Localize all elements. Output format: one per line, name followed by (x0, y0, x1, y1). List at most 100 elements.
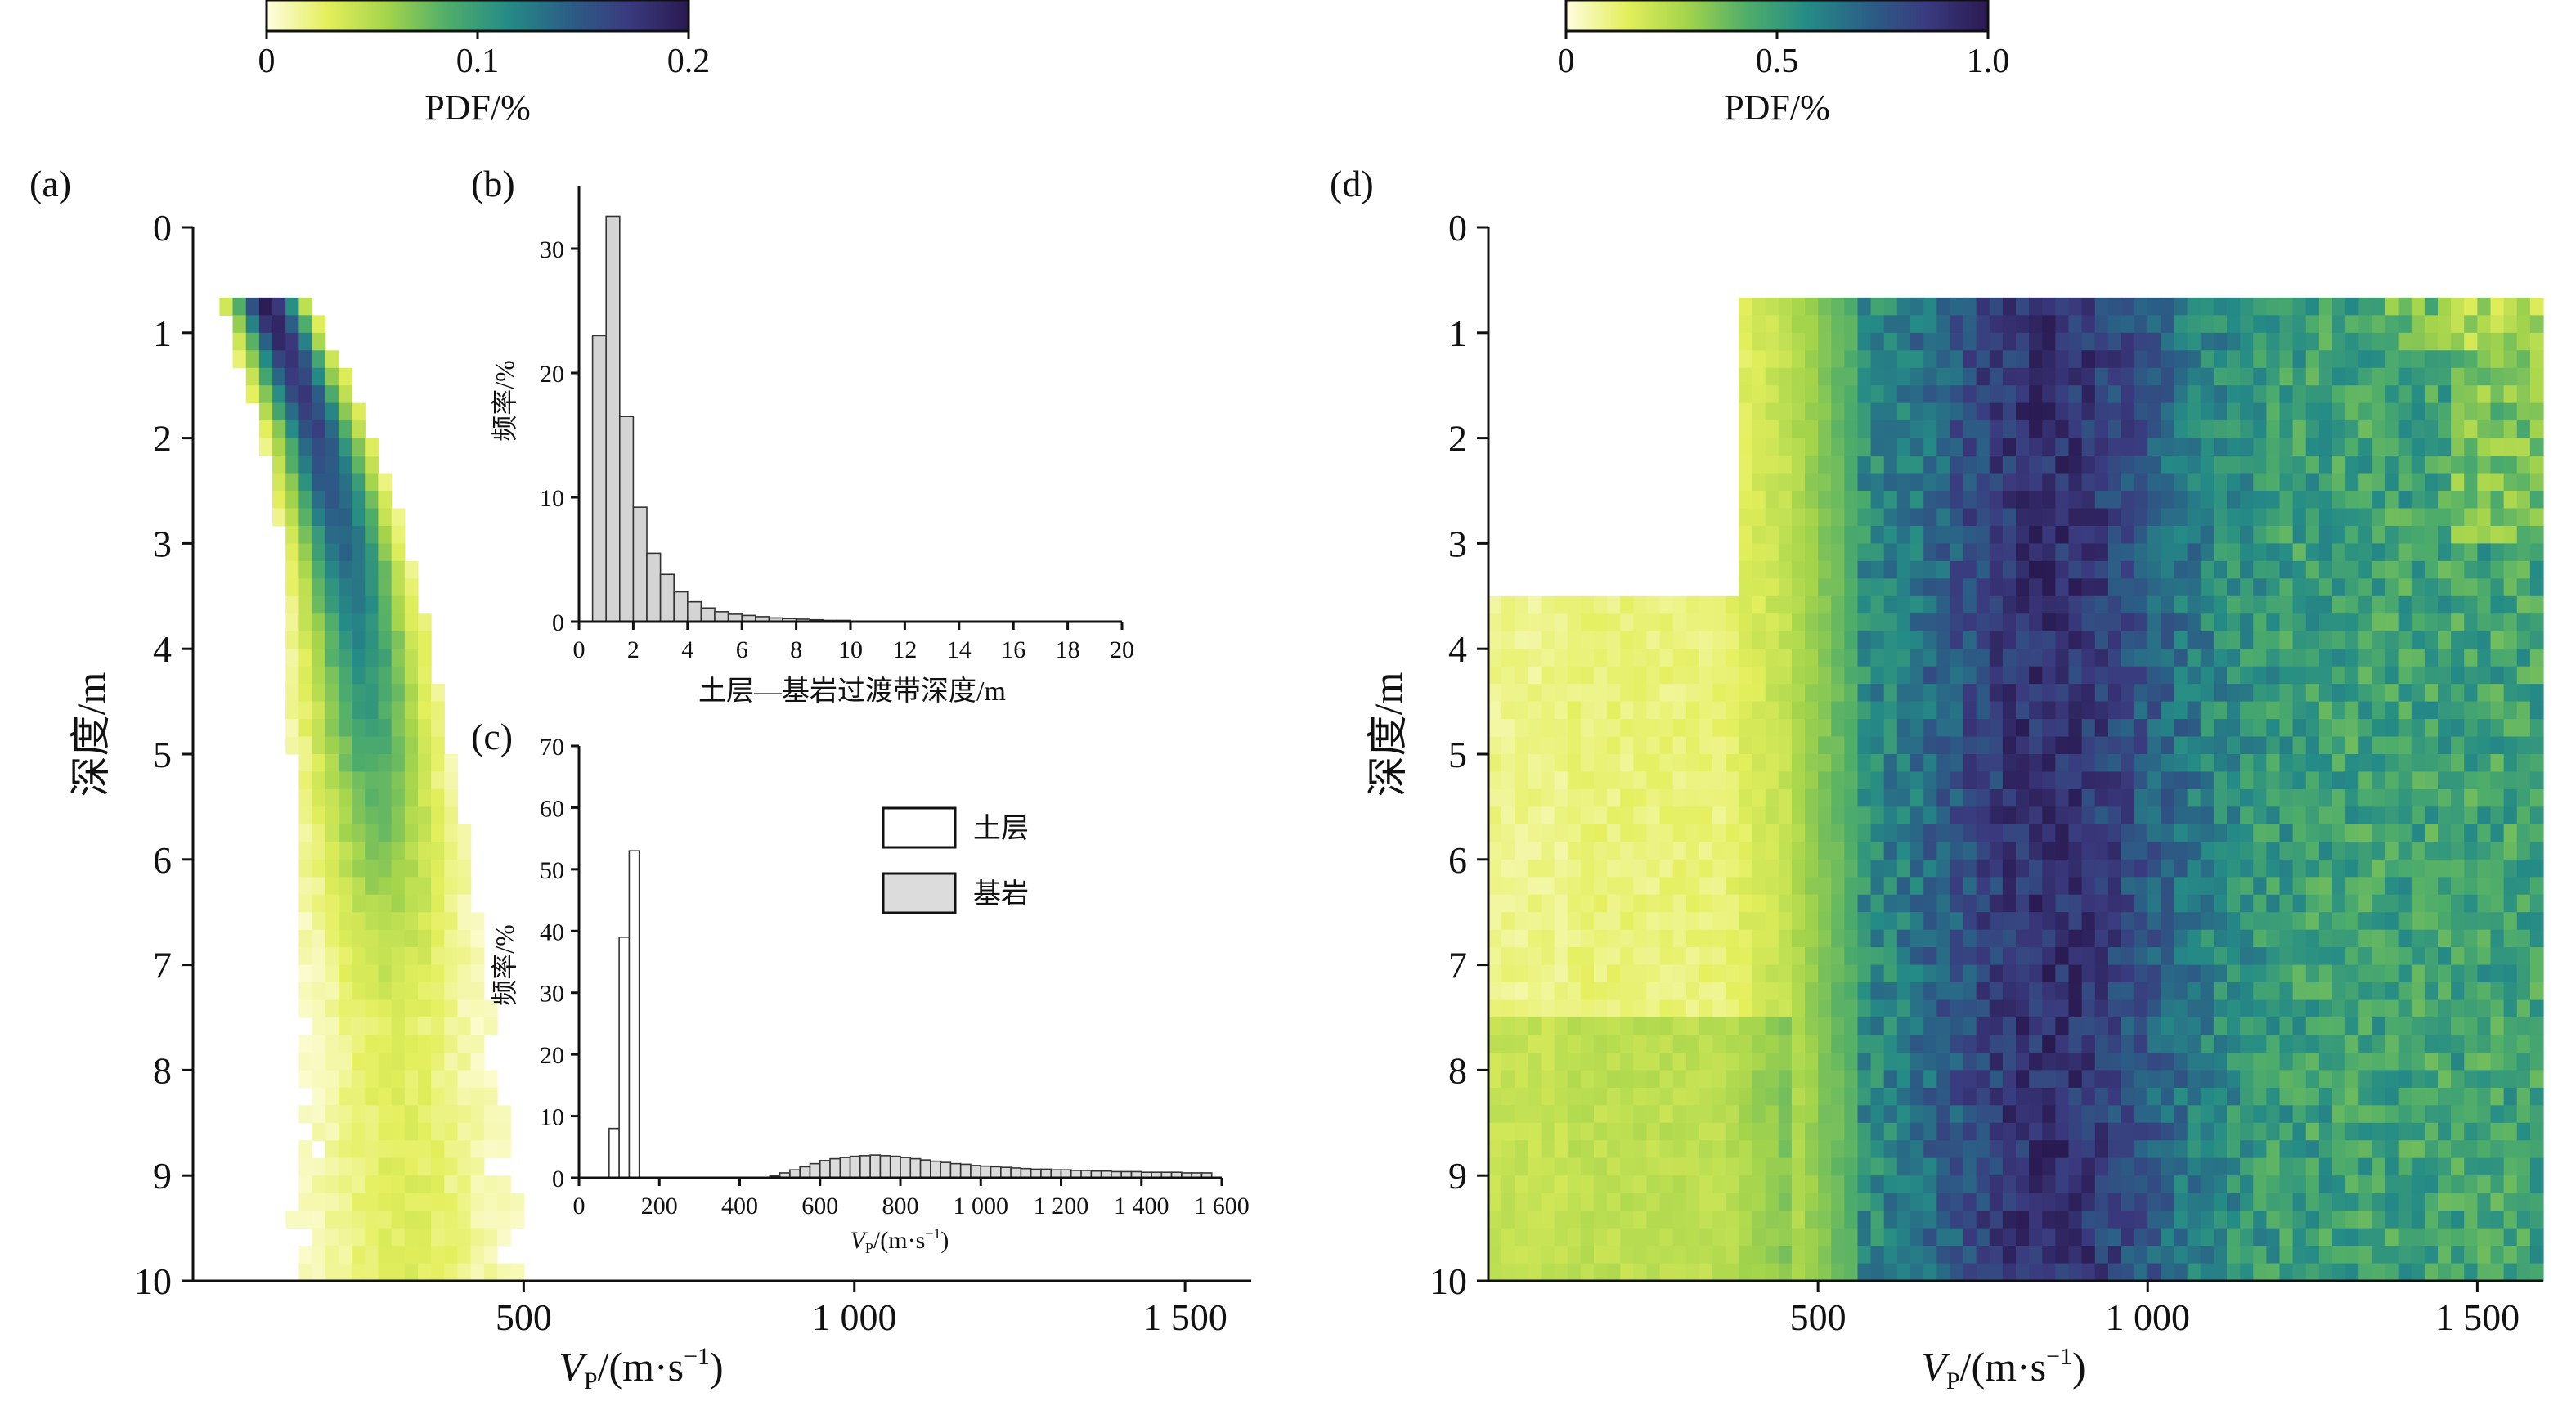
panel-d-cell (1646, 912, 1661, 931)
panel-d-cell (2121, 1105, 2135, 1124)
panel-d-cell (1726, 877, 1739, 896)
panel-d-cell (2385, 1193, 2399, 1211)
panel-d-cell (1752, 666, 1766, 685)
panel-d-cell (2134, 613, 2148, 632)
panel-d-cell (2464, 788, 2478, 807)
panel-a-cell (232, 315, 247, 334)
panel-d-cell (1818, 508, 1832, 527)
panel-d-cell (1739, 1017, 1753, 1036)
panel-d-cell (2253, 842, 2267, 860)
panel-d-cell (2055, 859, 2070, 878)
panel-d-cell (1976, 473, 1990, 492)
panel-d-cell (2134, 1105, 2148, 1124)
panel-d-cell (2345, 999, 2359, 1018)
panel-d-cell (2068, 771, 2083, 790)
panel-d-cell (1580, 1087, 1595, 1106)
panel-d-cell (1963, 613, 1977, 632)
panel-d-cell (1818, 859, 1832, 878)
panel-a-cell (298, 1193, 313, 1211)
panel-d-cell (2055, 438, 2070, 456)
panel-d-cell (2464, 1070, 2478, 1089)
panel-a-cell (444, 771, 459, 790)
panel-d-cell (1936, 1052, 1950, 1071)
panel-d-cell (2107, 666, 2122, 685)
panel-d-cell (2187, 525, 2201, 544)
panel-d-cell (1501, 1193, 1515, 1211)
panel-d-cell (2121, 666, 2135, 685)
panel-d-cell (1989, 438, 2004, 456)
panel-d-cell (1528, 771, 1542, 790)
panel-d-cell (2240, 701, 2254, 720)
panel-d-cell (2227, 332, 2241, 351)
panel-d-cell (1883, 1246, 1898, 1265)
panel-d-cell (1739, 1087, 1753, 1106)
panel-d-cell (2002, 788, 2017, 807)
panel-d-cell (2121, 806, 2135, 825)
panel-d-cell (2292, 508, 2307, 527)
panel-a-cell (365, 491, 379, 510)
panel-a-cell (391, 631, 406, 649)
panel-d-cell (2134, 736, 2148, 755)
panel-a-cell (338, 771, 352, 790)
panel-d-cell (2503, 964, 2518, 983)
panel-a-cell (325, 350, 339, 369)
panel-d-cell (1607, 1175, 1621, 1194)
panel-d-cell (1712, 771, 1726, 790)
panel-d-cell (2253, 806, 2267, 825)
panel-d-cell (1936, 736, 1950, 755)
panel-d-cell (1515, 1070, 1528, 1089)
panel-d-cell (2385, 1140, 2399, 1159)
panel-d-cell (1989, 297, 2004, 316)
panel-d-cell (1805, 719, 1819, 738)
panel-a-cell (431, 877, 445, 896)
panel-d-cell (2107, 1017, 2122, 1036)
panel-d-cell (2094, 1052, 2109, 1071)
panel-d-cell (2424, 824, 2439, 842)
panel-a-cell (352, 806, 366, 825)
panel-a-cell (325, 719, 339, 738)
panel-d-cell (2227, 859, 2241, 878)
panel-d-cell (1752, 420, 1766, 439)
panel-a-cell (417, 666, 432, 685)
panel-d-cell (2424, 438, 2439, 456)
panel-d-cell (2464, 473, 2478, 492)
panel-d-cell (1607, 595, 1621, 614)
panel-d-cell (2438, 613, 2452, 632)
panel-d-cell (2187, 666, 2201, 685)
panel-d-cell (1976, 1035, 1990, 1053)
panel-d-cell (1739, 842, 1753, 860)
panel-d-cell (1857, 438, 1872, 456)
panel-d-cell (2503, 1070, 2518, 1089)
panel-d-cell (1857, 1157, 1872, 1176)
panel-d-cell (2068, 332, 2083, 351)
panel-a-cell (325, 1052, 339, 1071)
panel-d-cell (1778, 912, 1793, 931)
panel-a-cell (285, 649, 299, 667)
panel-a-ytick-label: 2 (153, 418, 172, 460)
panel-d-cell (2516, 1211, 2531, 1229)
panel-d-cell (2516, 842, 2531, 860)
panel-d-cell (1791, 1246, 1806, 1265)
panel-d-cell (2279, 719, 2294, 738)
panel-d-cell (2042, 771, 2056, 790)
panel-d-cell (1488, 1175, 1502, 1194)
panel-d-cell (2477, 771, 2492, 790)
panel-a-cell (258, 367, 273, 386)
panel-d-cell (2358, 912, 2372, 931)
panel-a-cell (483, 1105, 498, 1124)
panel-d-cell (2358, 1052, 2372, 1071)
panel-d-cell (2318, 1211, 2333, 1229)
panel-d-cell (1620, 1211, 1634, 1229)
panel-d-cell (2068, 631, 2083, 649)
panel-d-cell (2345, 1052, 2359, 1071)
panel-d-cell (2266, 1035, 2281, 1053)
panel-d-cell (2227, 420, 2241, 439)
panel-d-cell (2529, 543, 2544, 562)
panel-d-cell (2385, 385, 2399, 404)
panel-d-cell (2305, 1193, 2320, 1211)
panel-d-cell (2107, 1105, 2122, 1124)
panel-d-cell (1857, 701, 1872, 720)
panel-d-cell (2121, 420, 2135, 439)
panel-d-cell (2490, 473, 2505, 492)
panel-d-cell (1607, 649, 1621, 667)
